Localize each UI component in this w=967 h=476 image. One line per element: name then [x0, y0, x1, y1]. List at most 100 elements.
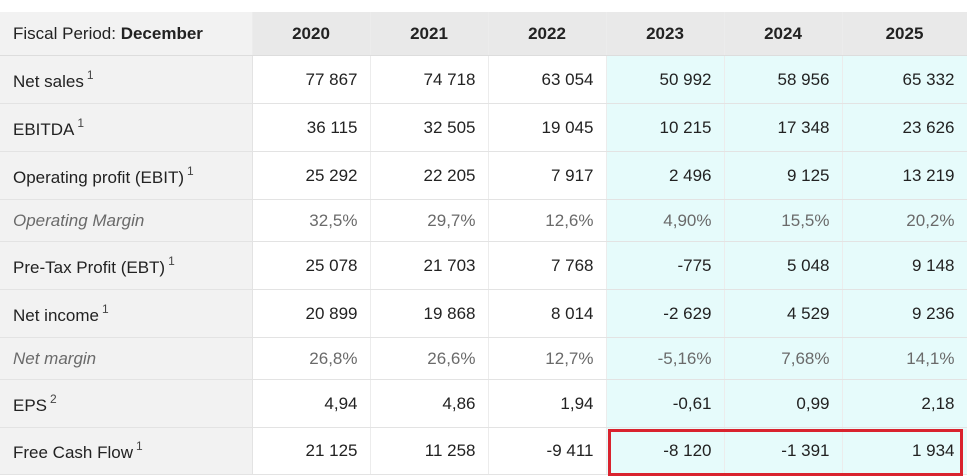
table-cell: 4,94 — [252, 379, 371, 428]
fiscal-period-header: Fiscal Period: December — [0, 12, 253, 56]
estimate-cell: -8 120 — [606, 427, 725, 475]
estimate-cell: 9 125 — [724, 151, 843, 200]
estimate-cell: 2,18 — [842, 379, 967, 428]
year-header[interactable]: 2025 — [842, 12, 967, 56]
estimate-cell: 9 236 — [842, 289, 967, 338]
estimate-cell: 20,2% — [842, 199, 967, 242]
year-header[interactable]: 2022 — [488, 12, 607, 56]
estimate-cell: 23 626 — [842, 103, 967, 152]
table-cell: 74 718 — [370, 55, 489, 104]
estimate-cell: 0,99 — [724, 379, 843, 428]
row-label: Pre-Tax Profit (EBT) 1 — [0, 241, 253, 290]
table-cell: 77 867 — [252, 55, 371, 104]
table-row: Net sales 1 77 867 74 718 63 054 50 992 5… — [0, 55, 967, 104]
header-row: Fiscal Period: December 2020 2021 2022 2… — [0, 12, 967, 56]
estimate-cell: 10 215 — [606, 103, 725, 152]
year-header[interactable]: 2021 — [370, 12, 489, 56]
row-label-text: EPS — [13, 395, 48, 415]
table-row: Free Cash Flow 1 21 125 11 258 -9 411 -8 … — [0, 427, 967, 475]
estimate-cell: -5,16% — [606, 337, 725, 380]
estimate-cell: 2 496 — [606, 151, 725, 200]
table-row: Net income 1 20 899 19 868 8 014 -2 629 4… — [0, 289, 967, 338]
table-cell: 19 045 — [488, 103, 607, 152]
table-cell: 32,5% — [252, 199, 371, 242]
table-cell: 26,8% — [252, 337, 371, 380]
table-cell: 8 014 — [488, 289, 607, 338]
table-cell: 36 115 — [252, 103, 371, 152]
row-label-text: Operating Margin — [13, 210, 145, 230]
row-label-text: Operating profit (EBIT) — [13, 167, 185, 187]
row-label: Operating Margin — [0, 199, 253, 242]
estimate-cell: 50 992 — [606, 55, 725, 104]
table-cell: 25 078 — [252, 241, 371, 290]
estimate-cell: 65 332 — [842, 55, 967, 104]
row-label-text: EBITDA — [13, 119, 75, 139]
estimate-cell: 7,68% — [724, 337, 843, 380]
year-header[interactable]: 2023 — [606, 12, 725, 56]
table-cell: 7 768 — [488, 241, 607, 290]
table-row: Operating profit (EBIT) 1 25 292 22 205 7… — [0, 151, 967, 200]
fiscal-period-label: Fiscal Period: — [13, 23, 121, 43]
footnote-marker: 1 — [77, 115, 85, 130]
table-row: Operating Margin 32,5% 29,7% 12,6% 4,90%… — [0, 199, 967, 242]
estimate-cell: 9 148 — [842, 241, 967, 290]
table-row: EBITDA 1 36 115 32 505 19 045 10 215 17 3… — [0, 103, 967, 152]
table-cell: -9 411 — [488, 427, 607, 475]
table-cell: 21 125 — [252, 427, 371, 475]
estimate-cell: 15,5% — [724, 199, 843, 242]
row-label-text: Pre-Tax Profit (EBT) — [13, 257, 166, 277]
table-cell: 7 917 — [488, 151, 607, 200]
table-cell: 11 258 — [370, 427, 489, 475]
row-label: Net sales 1 — [0, 55, 253, 104]
estimate-cell: -1 391 — [724, 427, 843, 475]
estimate-cell: 1 934 — [842, 427, 967, 475]
estimate-cell: -775 — [606, 241, 725, 290]
financials-table: Fiscal Period: December 2020 2021 2022 2… — [0, 12, 967, 475]
table-cell: 22 205 — [370, 151, 489, 200]
estimate-cell: 17 348 — [724, 103, 843, 152]
footnote-marker: 1 — [86, 67, 94, 82]
table-cell: 63 054 — [488, 55, 607, 104]
estimate-cell: 4,90% — [606, 199, 725, 242]
table-cell: 1,94 — [488, 379, 607, 428]
row-label: Net margin — [0, 337, 253, 380]
table-cell: 19 868 — [370, 289, 489, 338]
table-row: Net margin 26,8% 26,6% 12,7% -5,16% 7,68… — [0, 337, 967, 380]
year-header[interactable]: 2020 — [252, 12, 371, 56]
footnote-marker: 1 — [168, 253, 175, 268]
table-cell: 21 703 — [370, 241, 489, 290]
row-label-text: Net income — [13, 305, 99, 325]
footnote-marker: 1 — [101, 301, 109, 316]
estimate-cell: 14,1% — [842, 337, 967, 380]
table-row: EPS 2 4,94 4,86 1,94 -0,61 0,99 2,18 — [0, 379, 967, 428]
estimate-cell: -2 629 — [606, 289, 725, 338]
table-cell: 26,6% — [370, 337, 489, 380]
estimate-cell: -0,61 — [606, 379, 725, 428]
row-label-text: Net sales — [13, 71, 84, 91]
estimate-cell: 58 956 — [724, 55, 843, 104]
table-cell: 32 505 — [370, 103, 489, 152]
row-label: Operating profit (EBIT) 1 — [0, 151, 253, 200]
estimate-cell: 4 529 — [724, 289, 843, 338]
table-cell: 25 292 — [252, 151, 371, 200]
table-cell: 12,6% — [488, 199, 607, 242]
estimate-cell: 5 048 — [724, 241, 843, 290]
fiscal-period-value: December — [120, 23, 203, 43]
table-cell: 4,86 — [370, 379, 489, 428]
footnote-marker: 1 — [187, 163, 194, 178]
row-label: EPS 2 — [0, 379, 253, 428]
row-label-text: Net margin — [13, 348, 97, 368]
row-label: EBITDA 1 — [0, 103, 253, 152]
row-label-text: Free Cash Flow — [13, 443, 133, 462]
year-header[interactable]: 2024 — [724, 12, 843, 56]
table-cell: 29,7% — [370, 199, 489, 242]
row-label: Net income 1 — [0, 289, 253, 338]
footnote-marker: 2 — [50, 391, 57, 406]
row-label: Free Cash Flow 1 — [0, 427, 253, 475]
table-cell: 12,7% — [488, 337, 607, 380]
estimate-cell: 13 219 — [842, 151, 967, 200]
footnote-marker: 1 — [135, 439, 143, 453]
table-cell: 20 899 — [252, 289, 371, 338]
table-row: Pre-Tax Profit (EBT) 1 25 078 21 703 7 76… — [0, 241, 967, 290]
